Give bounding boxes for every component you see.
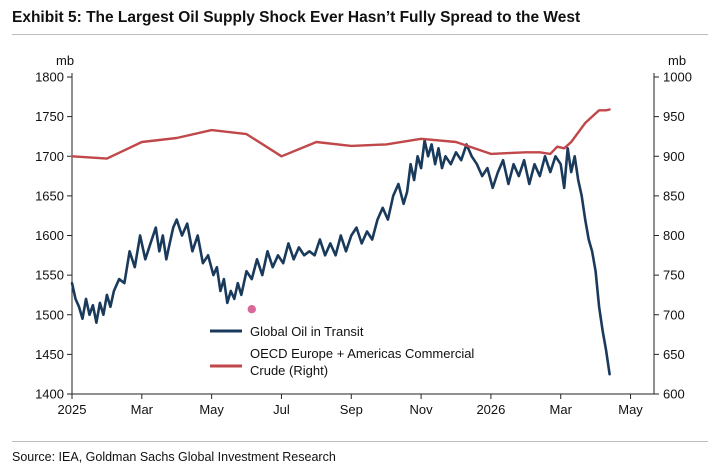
x-tick-label: 2026	[476, 402, 505, 417]
right-tick-label: 900	[663, 149, 685, 164]
left-tick-label: 1500	[35, 307, 64, 322]
x-tick-label: May	[618, 402, 643, 417]
legend-label-oecd: OECD Europe + Americas Commercial	[250, 346, 474, 361]
right-tick-label: 650	[663, 347, 685, 362]
x-tick-label: Sep	[340, 402, 363, 417]
left-axis-unit: mb	[56, 53, 74, 68]
left-tick-label: 1650	[35, 188, 64, 203]
chart-legend: Global Oil in Transit OECD Europe + Ameri…	[210, 324, 474, 378]
right-tick-label: 950	[663, 109, 685, 124]
x-tick-label: Mar	[550, 402, 573, 417]
exhibit-title: Exhibit 5: The Largest Oil Supply Shock …	[12, 9, 581, 26]
left-tick-label: 1550	[35, 268, 64, 283]
right-tick-label: 700	[663, 307, 685, 322]
axes-group: mb mb 1800 1750 1700 1650 1600 1550 1500 1450 1400…	[35, 53, 692, 417]
source-divider	[12, 441, 708, 442]
right-axis-unit: mb	[668, 53, 686, 68]
right-tick-label: 1000	[663, 70, 692, 85]
x-tick-label: Mar	[131, 402, 154, 417]
x-tick-label: 2025	[58, 402, 87, 417]
series-line-transit	[70, 139, 611, 376]
x-tick-label: May	[199, 402, 224, 417]
left-tick-label: 1450	[35, 347, 64, 362]
right-tick-label: 750	[663, 268, 685, 283]
series-line-oecd	[70, 108, 611, 160]
left-tick-label: 1400	[35, 387, 64, 402]
right-tick-label: 800	[663, 228, 685, 243]
legend-label-oecd-line2: Crude (Right)	[250, 363, 328, 378]
left-tick-label: 1750	[35, 109, 64, 124]
source-note: Source: IEA, Goldman Sachs Global Invest…	[12, 450, 336, 464]
x-tick-label: Jul	[273, 402, 290, 417]
right-tick-label: 850	[663, 188, 685, 203]
right-tick-label: 600	[663, 387, 685, 402]
title-divider	[12, 34, 708, 35]
x-tick-label: Nov	[410, 402, 434, 417]
series-group	[70, 108, 611, 376]
legend-label-transit: Global Oil in Transit	[250, 324, 364, 339]
left-tick-label: 1700	[35, 149, 64, 164]
marker-dot	[247, 305, 256, 314]
left-tick-label: 1800	[35, 70, 64, 85]
left-tick-label: 1600	[35, 228, 64, 243]
